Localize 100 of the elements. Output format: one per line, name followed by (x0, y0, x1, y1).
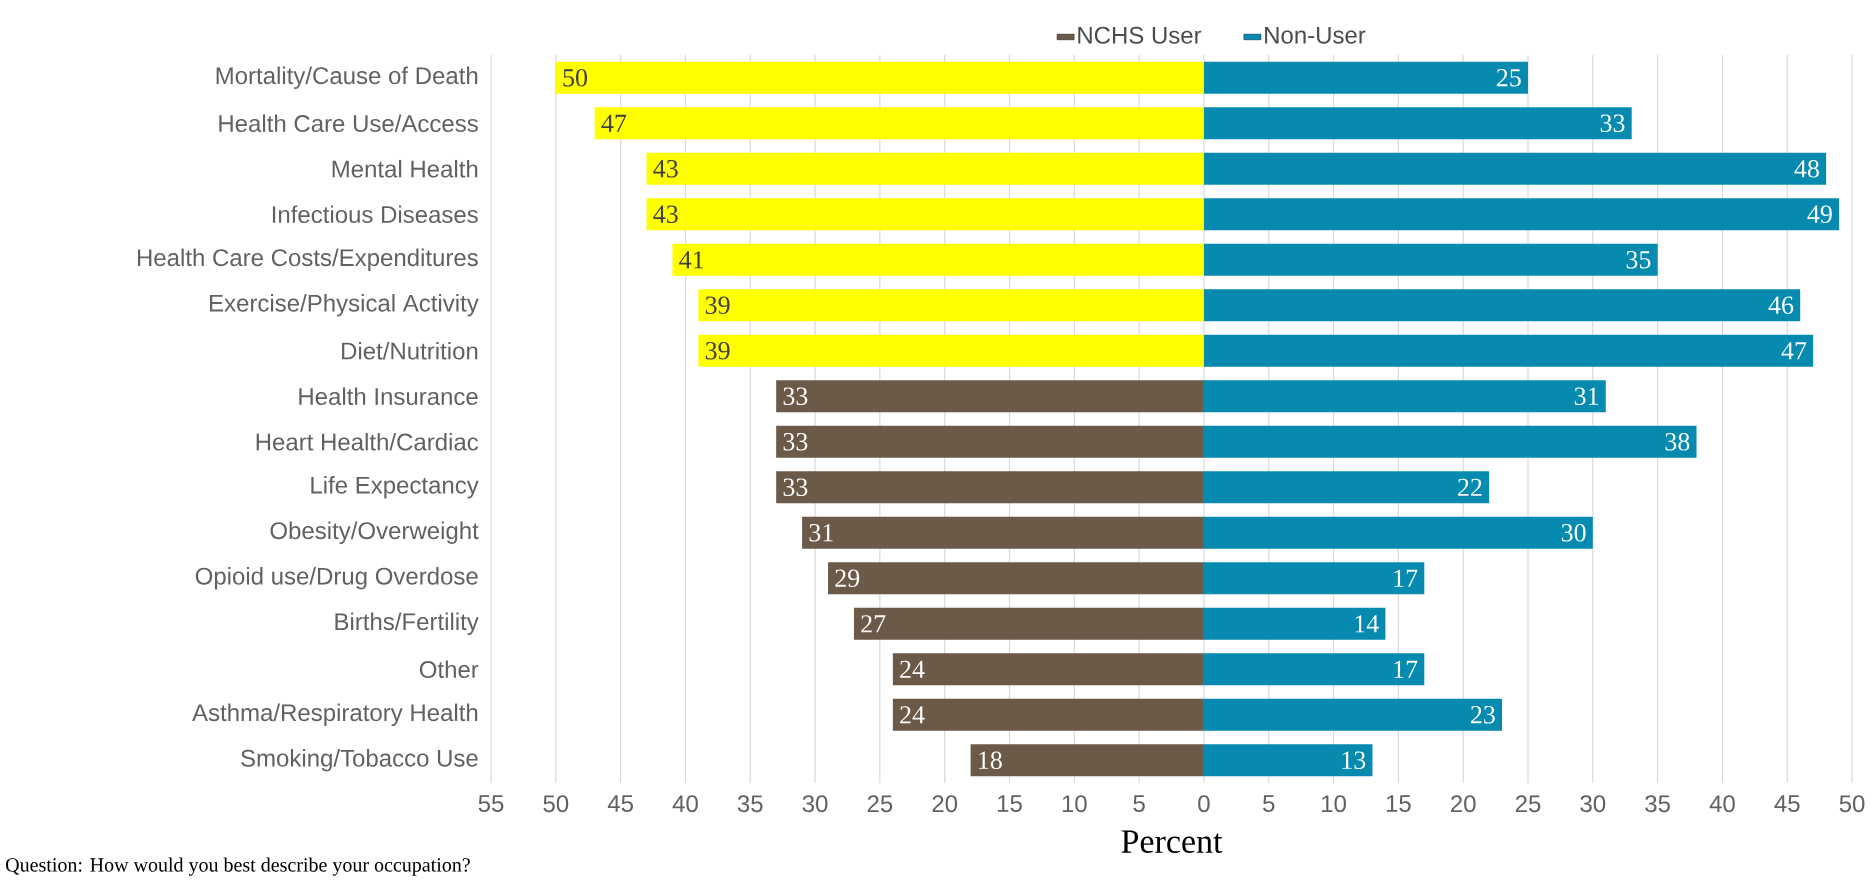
bar (1203, 334, 1814, 367)
bar (646, 198, 1204, 231)
x-tick-label: 15 (997, 795, 1022, 812)
x-axis-title: Percent (1121, 830, 1223, 853)
bar (672, 243, 1204, 276)
bar (892, 653, 1204, 686)
data-label: 43 (653, 160, 678, 178)
data-label: 31 (809, 524, 833, 542)
x-tick-label: 20 (932, 795, 958, 813)
data-label: 50 (563, 68, 588, 87)
data-label: 30 (1561, 523, 1586, 542)
bar (1203, 425, 1697, 458)
y-tick-label: Heart Health/Cardiac (256, 432, 479, 451)
bar (1203, 653, 1425, 686)
data-label: 23 (1471, 706, 1495, 724)
bar (1203, 289, 1801, 322)
data-label: 33 (783, 433, 808, 451)
bar (1203, 698, 1503, 731)
bar (555, 61, 1204, 94)
bar (1203, 744, 1373, 777)
legend-label: NCHS User (1078, 26, 1202, 44)
bar (698, 334, 1204, 367)
data-label: 29 (835, 569, 860, 587)
bar (1203, 61, 1528, 94)
y-tick-label: Diet/Nutrition (342, 341, 478, 360)
bar (1203, 516, 1593, 549)
data-label: 41 (679, 251, 704, 269)
legend-label: Non-User (1265, 26, 1366, 44)
bar (1203, 107, 1632, 140)
x-tick-label: 35 (737, 795, 763, 813)
data-label: 47 (1781, 342, 1807, 360)
data-label: 48 (1794, 159, 1819, 178)
text: Question: How would you best describe your occupation? (6, 857, 470, 876)
data-label: 13 (1342, 751, 1366, 769)
bar (970, 744, 1204, 777)
data-label: 14 (1355, 615, 1379, 633)
x-tick-label: 55 (478, 795, 504, 812)
x-tick-label: 30 (1580, 795, 1606, 813)
data-label: 18 (979, 751, 1002, 770)
y-tick-label: Asthma/Respiratory Health (192, 703, 478, 726)
bar (776, 471, 1204, 504)
x-tick-label: 10 (1322, 795, 1346, 813)
data-label: 33 (1600, 114, 1625, 132)
data-label: 39 (705, 342, 730, 360)
data-label: 39 (705, 296, 730, 314)
bar (1203, 243, 1658, 276)
data-label: 31 (1574, 387, 1598, 405)
data-label: 25 (1496, 69, 1521, 87)
y-tick-label: Health Care Use/Access (219, 114, 478, 133)
y-tick-label: Obesity/Overweight (270, 521, 479, 544)
bar (1203, 380, 1606, 413)
bar (1203, 562, 1425, 595)
bar (1203, 152, 1827, 185)
data-label: 24 (900, 660, 925, 678)
bar (776, 425, 1204, 458)
data-label: 17 (1394, 569, 1418, 587)
x-tick-label: 45 (607, 795, 633, 812)
data-label: 47 (601, 114, 627, 132)
data-label: 46 (1768, 296, 1794, 314)
bar (853, 607, 1204, 640)
bar (892, 698, 1204, 731)
y-tick-label: Mortality/Cause of Death (216, 66, 478, 89)
x-tick-label: 50 (1839, 795, 1865, 813)
x-tick-label: 0 (1198, 795, 1210, 813)
y-tick-label: Exercise/Physical Activity (210, 294, 479, 317)
x-tick-label: 40 (672, 795, 698, 813)
data-label: 33 (783, 478, 808, 496)
x-tick-label: 15 (1386, 795, 1411, 812)
bar (1203, 471, 1490, 504)
x-tick-label: 30 (802, 795, 828, 813)
bar (828, 562, 1204, 595)
y-tick-label: Mental Health (332, 159, 478, 178)
data-label: 35 (1626, 251, 1651, 269)
x-tick-label: 45 (1774, 795, 1800, 812)
x-tick-label: 5 (1263, 795, 1275, 812)
bar (776, 380, 1204, 413)
y-tick-label: Health Insurance (299, 387, 478, 406)
data-label: 33 (783, 387, 808, 405)
x-tick-label: 20 (1451, 795, 1476, 813)
data-label: 24 (900, 706, 925, 724)
data-label: 38 (1665, 432, 1690, 451)
y-tick-label: Other (419, 660, 479, 679)
y-tick-label: Smoking/Tobacco Use (241, 749, 478, 772)
bar (594, 107, 1204, 140)
y-tick-label: Opioid use/Drug Overdose (195, 567, 478, 590)
x-tick-label: 40 (1709, 795, 1735, 813)
y-tick-label: Life Expectancy (311, 476, 479, 499)
bar (1203, 607, 1386, 640)
bar (1203, 198, 1840, 231)
x-tick-label: 5 (1133, 795, 1145, 812)
data-label: 27 (861, 615, 886, 633)
bar (802, 516, 1204, 549)
data-label: 43 (653, 205, 678, 223)
x-tick-label: 25 (1515, 795, 1541, 813)
x-tick-label: 10 (1062, 795, 1087, 813)
y-tick-label: Infectious Diseases (272, 205, 478, 224)
x-tick-label: 25 (867, 795, 893, 813)
y-tick-label: Births/Fertility (335, 612, 479, 635)
data-label: 49 (1807, 205, 1832, 223)
data-label: 22 (1458, 478, 1482, 496)
